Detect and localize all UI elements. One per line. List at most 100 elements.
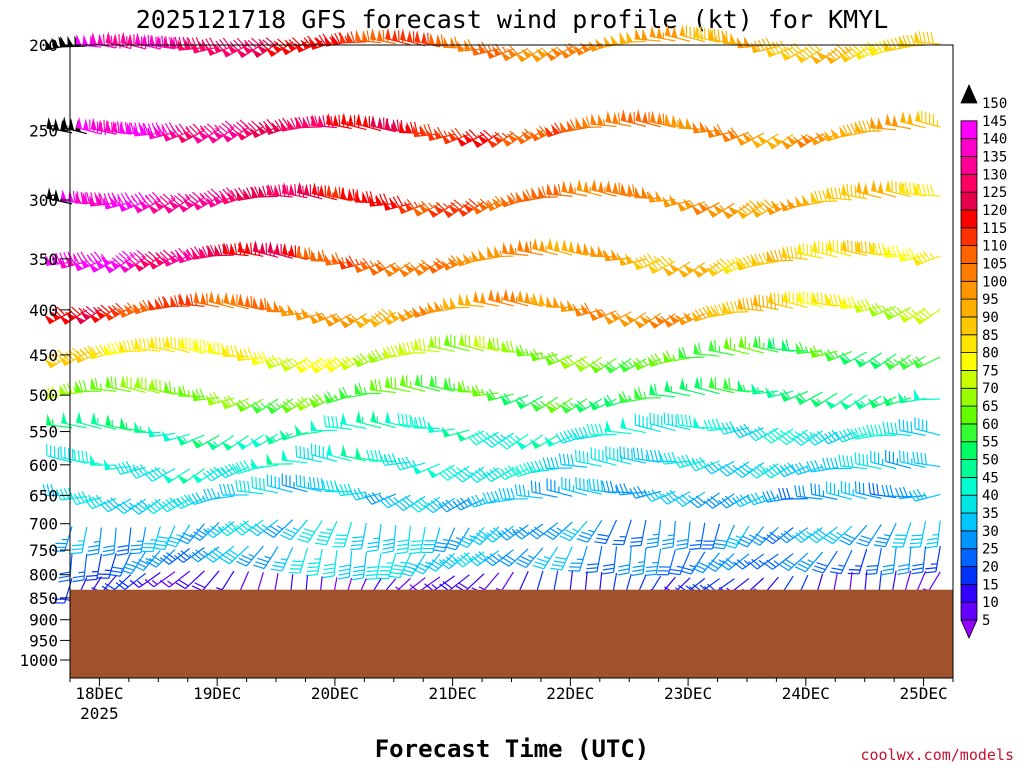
wind-barb	[617, 546, 632, 576]
wind-barb	[853, 352, 882, 368]
wind-barb	[427, 300, 455, 314]
wind-barb	[326, 443, 352, 462]
wind-barb	[146, 548, 176, 568]
wind-barb	[264, 355, 293, 370]
wind-barb	[794, 44, 823, 64]
wind-barb	[349, 487, 382, 501]
wind-barb	[364, 491, 397, 505]
wind-barb	[355, 410, 382, 429]
wind-barb	[679, 24, 705, 43]
wind-barb	[58, 347, 88, 367]
wind-barb	[649, 110, 676, 128]
wind-barb	[691, 305, 720, 322]
wind-barb	[135, 376, 161, 394]
wind-barb	[605, 420, 632, 435]
wind-barb	[738, 335, 764, 354]
wind-barb	[777, 527, 809, 544]
wind-barb	[618, 390, 647, 404]
wind-barb	[367, 349, 396, 364]
ground-area	[70, 589, 953, 678]
y-tick-label: 200	[29, 36, 58, 55]
wind-barb	[822, 457, 852, 470]
wind-barb	[722, 32, 749, 46]
wind-barb	[90, 377, 117, 392]
wind-barb	[177, 523, 205, 545]
wind-barb	[733, 553, 765, 570]
wind-barb	[673, 454, 705, 469]
wind-barb	[235, 479, 264, 495]
wind-barb	[75, 380, 102, 393]
wind-barb	[882, 421, 911, 437]
wind-barb	[120, 375, 146, 394]
wind-barb	[144, 498, 176, 515]
wind-barb	[602, 546, 618, 575]
wind-barb	[646, 449, 676, 463]
wind-barb	[620, 416, 647, 434]
wind-barb	[779, 42, 809, 61]
wind-barb	[53, 526, 73, 552]
x-tick-label: 24DEC	[782, 684, 830, 703]
wind-barb	[547, 237, 573, 256]
wind-barb	[409, 526, 426, 555]
wind-barb	[382, 525, 397, 554]
wind-barb	[203, 521, 235, 539]
wind-barb	[203, 487, 234, 501]
wind-barb	[439, 574, 470, 592]
y-tick-label: 750	[29, 541, 58, 560]
wind-barb	[235, 398, 264, 413]
wind-barb	[912, 451, 941, 468]
colorbar-label: 55	[982, 435, 999, 451]
wind-barb	[688, 522, 706, 551]
wind-barb	[634, 387, 661, 399]
wind-barb	[102, 302, 132, 321]
wind-barb	[384, 375, 411, 393]
wind-barb	[429, 374, 455, 392]
wind-barb	[383, 344, 411, 359]
wind-barb	[735, 132, 764, 146]
wind-barb	[231, 460, 264, 475]
wind-barb	[676, 311, 706, 326]
wind-barb	[546, 182, 573, 197]
wind-barb	[647, 255, 676, 274]
wind-barb	[839, 524, 868, 546]
wind-barb	[870, 179, 897, 198]
y-tick-label: 550	[29, 423, 58, 442]
wind-barb	[649, 25, 676, 42]
wind-barb	[132, 191, 161, 214]
wind-barb	[899, 450, 926, 469]
wind-barb	[675, 521, 691, 551]
wind-barb	[559, 520, 588, 542]
wind-barb	[854, 481, 882, 499]
wind-barb	[44, 349, 73, 369]
wind-barb	[631, 547, 647, 576]
wind-barb	[909, 521, 927, 549]
colorbar-arrow-high	[960, 84, 978, 104]
wind-barb	[288, 547, 309, 574]
wind-barb	[144, 571, 176, 588]
wind-barb	[129, 571, 161, 589]
colorbar-label: 25	[982, 542, 999, 558]
wind-barb	[413, 338, 440, 353]
wind-barb	[717, 420, 750, 435]
colorbar-segment	[960, 601, 978, 621]
wind-barb	[574, 449, 602, 467]
wind-barb	[175, 570, 205, 590]
colorbar-label: 90	[982, 310, 999, 326]
wind-barb	[192, 388, 220, 402]
y-tick-label: 350	[29, 250, 58, 269]
wind-barb	[266, 474, 293, 493]
y-tick-label: 500	[29, 386, 58, 405]
wind-barb	[750, 251, 779, 267]
wind-barb	[114, 460, 146, 475]
wind-barb	[751, 383, 779, 395]
wind-barb	[558, 354, 588, 370]
wind-barb	[515, 344, 543, 357]
wind-barb	[736, 36, 764, 49]
wind-barb	[483, 525, 514, 543]
wind-barb	[723, 377, 750, 393]
wind-barb	[141, 526, 161, 553]
wind-barb	[323, 415, 352, 430]
wind-barb	[191, 570, 220, 592]
wind-barb	[870, 116, 897, 131]
wind-barb	[693, 342, 720, 357]
